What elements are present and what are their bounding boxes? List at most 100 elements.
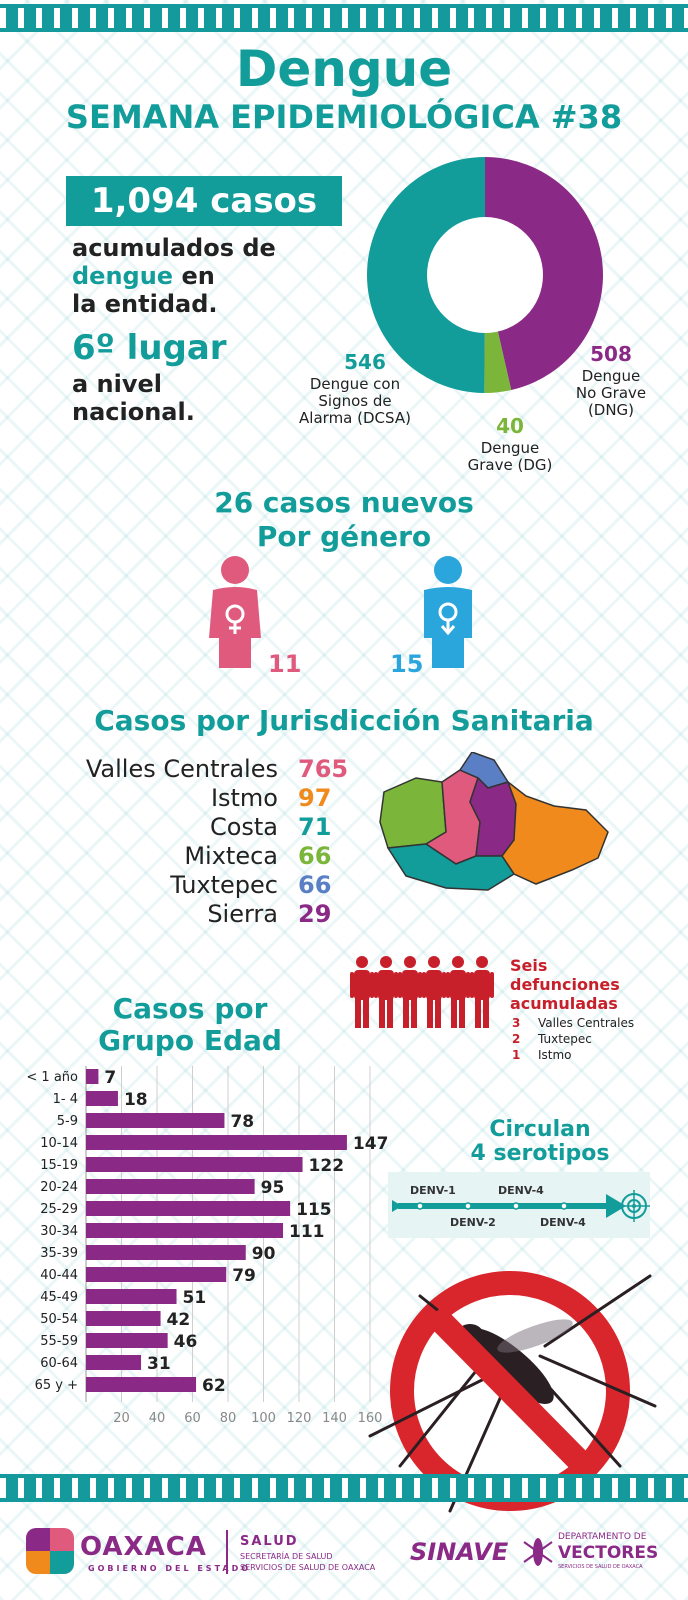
salud-subtext-1: SECRETARÍA DE SALUD <box>240 1552 333 1561</box>
age-category-label: 60-64 <box>40 1356 78 1371</box>
age-bar-value-label: 90 <box>252 1244 276 1264</box>
jurisdiction-value: 29 <box>298 900 332 928</box>
age-category-label: 15-19 <box>40 1158 78 1173</box>
age-category-label: 55-59 <box>40 1334 78 1349</box>
age-category-label: 65 y + <box>35 1378 78 1393</box>
deaths-figures-icon <box>350 956 494 1028</box>
page-title: Dengue <box>235 40 453 98</box>
age-bar <box>86 1135 347 1150</box>
x-tick-label: 60 <box>184 1411 201 1426</box>
age-category-label: 45-49 <box>40 1290 78 1305</box>
age-bar <box>86 1333 168 1348</box>
age-category-label: 20-24 <box>40 1180 78 1195</box>
age-category-label: 40-44 <box>40 1268 78 1283</box>
dg-value: 40 <box>496 414 524 438</box>
oaxaca-logo-subtext: GOBIERNO DEL ESTADO <box>88 1564 252 1573</box>
jurisdiction-name: Costa <box>209 813 278 841</box>
male-count: 15 <box>390 650 424 678</box>
age-bar <box>86 1201 291 1216</box>
deaths-title-line: acumuladas <box>510 994 618 1013</box>
dg-label: Dengue Grave (DG) <box>455 440 565 474</box>
death-row: 2 Tuxtepec <box>512 1032 592 1046</box>
age-bar-value-label: 18 <box>124 1090 148 1110</box>
age-bar <box>86 1355 142 1370</box>
deaths-title-line: defunciones <box>510 975 620 994</box>
x-tick-label: 140 <box>322 1411 347 1426</box>
deaths-title: Seis defunciones acumuladas <box>510 956 620 1013</box>
jurisdiction-value: 66 <box>298 871 332 899</box>
male-icon <box>424 556 472 668</box>
age-bar-value-label: 111 <box>289 1222 325 1242</box>
dengue-word: dengue <box>72 262 174 290</box>
donut-slice <box>485 157 603 391</box>
age-bar <box>86 1179 255 1194</box>
jurisdiction-name: Tuxtepec <box>170 871 278 899</box>
age-bar-value-label: 115 <box>296 1200 332 1220</box>
jurisdiction-value: 71 <box>298 813 332 841</box>
salud-subtext-2: SERVICIOS DE SALUD DE OAXACA <box>240 1563 376 1572</box>
total-cases-box: 1,094 casos <box>66 176 342 226</box>
dg-label-line: Grave (DG) <box>467 456 553 474</box>
oaxaca-logo-icon <box>26 1528 74 1574</box>
dng-value: 508 <box>590 342 632 366</box>
age-category-label: 25-29 <box>40 1202 78 1217</box>
map-region-sierra <box>469 776 517 857</box>
dng-label-line: (DNG) <box>587 401 635 419</box>
cases-donut-chart <box>367 157 603 393</box>
gender-section-title: 26 casos nuevos Por género <box>0 486 688 554</box>
x-tick-label: 40 <box>149 1411 166 1426</box>
age-section-title: Casos por Grupo Edad <box>40 993 340 1057</box>
sinave-logo: SINAVE <box>410 1538 509 1566</box>
age-title-line-2: Grupo Edad <box>98 1024 282 1057</box>
jurisdiction-value: 66 <box>298 842 332 870</box>
age-bar <box>86 1289 177 1304</box>
x-tick-label: 100 <box>251 1411 276 1426</box>
rank-line-2: nacional. <box>72 398 195 426</box>
x-tick-label: 160 <box>358 1411 383 1426</box>
rank-line-1: a nivel <box>72 370 163 398</box>
age-bar-value-label: 31 <box>147 1354 171 1374</box>
serotype-label: DENV-2 <box>450 1216 496 1229</box>
rank-description: a nivel nacional. <box>72 370 195 426</box>
cases-line-2-rest: en <box>173 262 215 290</box>
serotypes-title: Circulan 4 serotipos <box>430 1118 650 1166</box>
jurisdiction-name: Mixteca <box>184 842 278 870</box>
serotypes-arrow-tail <box>392 1200 402 1212</box>
oaxaca-map <box>379 752 609 891</box>
age-bar-value-label: 147 <box>353 1134 389 1154</box>
jurisdiction-name: Valles Centrales <box>85 755 278 783</box>
age-bar-value-label: 7 <box>104 1068 116 1088</box>
serotypes-timeline: DENV-1 DENV-4 DENV-2 DENV-4 <box>388 1172 650 1238</box>
bottom-border <box>0 1474 688 1502</box>
top-border <box>0 4 688 32</box>
oaxaca-logo-text: OAXACA <box>80 1532 207 1562</box>
serotypes-arrow-head <box>606 1194 626 1218</box>
page-subtitle: SEMANA EPIDEMIOLÓGICA #38 <box>65 98 623 136</box>
death-jurisdiction: Valles Centrales <box>538 1016 635 1030</box>
age-bar-value-label: 95 <box>261 1178 285 1198</box>
dcsa-label-line: Dengue con <box>309 375 401 393</box>
death-row: 1 Istmo <box>512 1048 572 1062</box>
jurisdiction-name: Sierra <box>207 900 278 928</box>
age-group-bar-chart: 20 40 60 80 100 120 140 160 < 1 año 7 1- 4 18 5-9 78 1… <box>26 1066 389 1426</box>
serotypes-title-line-1: Circulan <box>489 1117 591 1142</box>
dcsa-label: Dengue con Signos de Alarma (DCSA) <box>285 376 425 427</box>
cases-line-3: la entidad. <box>72 290 218 318</box>
dng-label: Dengue No Grave (DNG) <box>556 368 666 419</box>
serotype-label: DENV-1 <box>410 1184 456 1197</box>
age-category-label: < 1 año <box>26 1070 78 1085</box>
cases-line-2: dengue en <box>72 262 276 290</box>
serotype-dot <box>464 1202 472 1210</box>
dng-label-line: Dengue <box>581 367 641 385</box>
age-category-label: 10-14 <box>40 1136 78 1151</box>
cases-line-1: acumulados de <box>72 234 276 262</box>
target-icon <box>618 1190 650 1222</box>
age-bar <box>86 1223 284 1238</box>
jurisdiction-row: Sierra 29 <box>60 900 350 929</box>
female-count: 11 <box>268 650 302 678</box>
age-bar <box>86 1311 161 1326</box>
footer-divider <box>226 1530 228 1574</box>
jurisdiction-row: Valles Centrales 765 <box>60 755 350 784</box>
serotype-dot <box>512 1202 520 1210</box>
deaths-title-line: Seis <box>510 956 548 975</box>
